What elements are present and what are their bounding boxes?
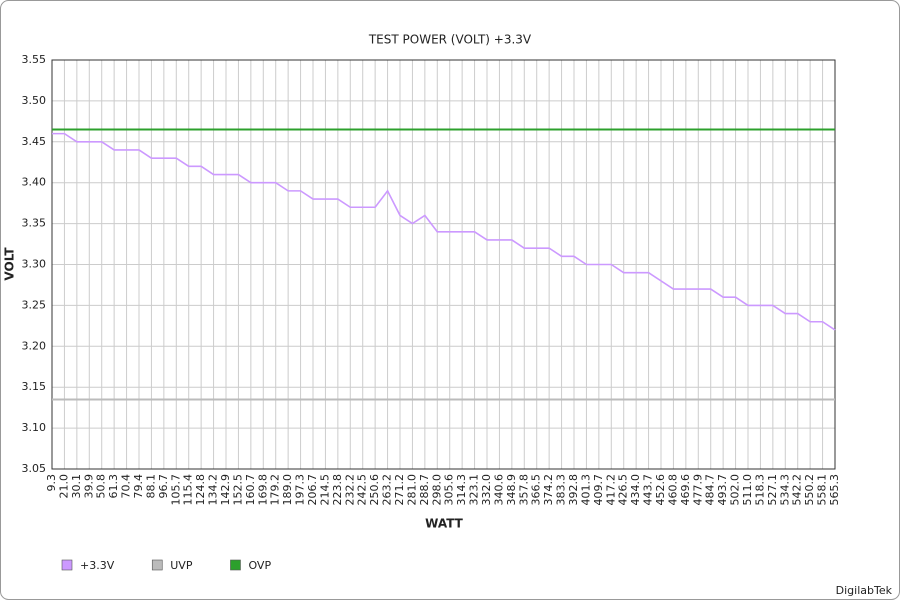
x-tick-label: 169.8 — [256, 474, 269, 506]
x-tick-label: 452.6 — [654, 474, 667, 506]
y-tick-label: 3.45 — [22, 135, 47, 148]
x-tick-label: 242.5 — [356, 474, 369, 506]
y-tick-label: 3.25 — [22, 298, 47, 311]
x-tick-label: 21.0 — [57, 474, 70, 499]
x-tick-label: 565.3 — [828, 474, 841, 506]
x-tick-label: 214.5 — [318, 474, 331, 506]
x-tick-label: 366.5 — [530, 474, 543, 506]
x-tick-label: 484.7 — [704, 474, 717, 506]
x-axis-label: WATT — [425, 517, 464, 531]
x-tick-label: 527.1 — [766, 474, 779, 506]
x-tick-label: 502.0 — [729, 474, 742, 506]
y-tick-label: 3.35 — [22, 217, 47, 230]
legend-swatch — [230, 559, 241, 571]
x-tick-label: 115.4 — [182, 474, 195, 506]
x-tick-label: 152.5 — [231, 474, 244, 506]
x-tick-label: 9.3 — [45, 474, 58, 492]
x-tick-label: 426.5 — [617, 474, 630, 506]
x-tick-label: 401.3 — [579, 474, 592, 506]
x-tick-label: 134.2 — [207, 474, 220, 506]
x-tick-label: 263.2 — [381, 474, 394, 506]
plot-border — [51, 59, 836, 470]
x-tick-label: 30.1 — [70, 474, 83, 499]
legend-label: +3.3V — [80, 559, 115, 572]
x-tick-label: 542.2 — [791, 474, 804, 506]
x-tick-label: 288.7 — [418, 474, 431, 506]
x-tick-label: 142.9 — [219, 474, 232, 506]
x-tick-label: 332.0 — [480, 474, 493, 506]
x-tick-label: 392.8 — [567, 474, 580, 506]
x-tick-label: 61.3 — [107, 474, 120, 499]
x-tick-label: 340.6 — [492, 474, 505, 506]
y-tick-label: 3.40 — [22, 176, 47, 189]
chart-title: TEST POWER (VOLT) +3.3V — [368, 33, 532, 47]
x-tick-label: 409.7 — [592, 474, 605, 506]
x-tick-label: 88.1 — [144, 474, 157, 499]
x-tick-label: 281.0 — [405, 474, 418, 506]
x-tick-label: 348.9 — [505, 474, 518, 506]
x-tick-label: 197.3 — [294, 474, 307, 506]
x-tick-label: 314.3 — [455, 474, 468, 506]
credit: DigilabTek — [836, 584, 893, 597]
x-tick-label: 96.7 — [157, 474, 170, 499]
x-tick-label: 323.1 — [468, 474, 481, 506]
x-tick-label: 206.7 — [306, 474, 319, 506]
x-tick-label: 298.0 — [430, 474, 443, 506]
x-tick-label: 160.7 — [244, 474, 257, 506]
x-tick-label: 558.1 — [816, 474, 829, 506]
x-tick-label: 305.6 — [443, 474, 456, 506]
y-axis-label: VOLT — [3, 247, 17, 281]
y-tick-label: 3.05 — [22, 462, 47, 475]
x-tick-label: 39.9 — [82, 474, 95, 499]
x-tick-label: 223.8 — [331, 474, 344, 506]
legend-label: UVP — [170, 559, 193, 572]
y-tick-label: 3.20 — [22, 339, 47, 352]
y-tick-label: 3.55 — [22, 53, 47, 66]
x-tick-label: 477.9 — [691, 474, 704, 506]
x-tick-label: 179.2 — [269, 474, 282, 506]
x-tick-label: 434.0 — [629, 474, 642, 506]
y-tick-label: 3.50 — [22, 94, 47, 107]
data-line — [52, 132, 836, 331]
x-tick-label: 70.4 — [120, 474, 133, 499]
x-tick-label: 493.7 — [716, 474, 729, 506]
x-tick-label: 271.2 — [393, 474, 406, 506]
x-tick-label: 189.0 — [281, 474, 294, 506]
y-tick-label: 3.30 — [22, 258, 47, 271]
x-tick-label: 383.3 — [555, 474, 568, 506]
x-tick-label: 50.8 — [95, 474, 108, 499]
x-tick-label: 550.2 — [803, 474, 816, 506]
x-tick-label: 250.6 — [368, 474, 381, 506]
x-tick-label: 232.2 — [343, 474, 356, 506]
x-tick-label: 443.7 — [642, 474, 655, 506]
x-tick-label: 518.3 — [753, 474, 766, 506]
x-tick-label: 417.2 — [604, 474, 617, 506]
x-tick-label: 460.8 — [666, 474, 679, 506]
y-tick-label: 3.10 — [22, 421, 47, 434]
x-tick-label: 469.6 — [679, 474, 692, 506]
x-tick-label: 511.0 — [741, 474, 754, 506]
x-tick-label: 534.3 — [778, 474, 791, 506]
x-tick-label: 124.8 — [194, 474, 207, 506]
legend-swatch — [61, 559, 73, 571]
legend-label: OVP — [248, 559, 271, 572]
x-tick-label: 105.7 — [169, 474, 182, 506]
x-tick-label: 357.8 — [517, 474, 530, 506]
x-tick-label: 374.2 — [542, 474, 555, 506]
y-tick-label: 3.15 — [22, 380, 47, 393]
legend-swatch — [151, 559, 163, 571]
x-tick-label: 79.4 — [132, 474, 145, 499]
